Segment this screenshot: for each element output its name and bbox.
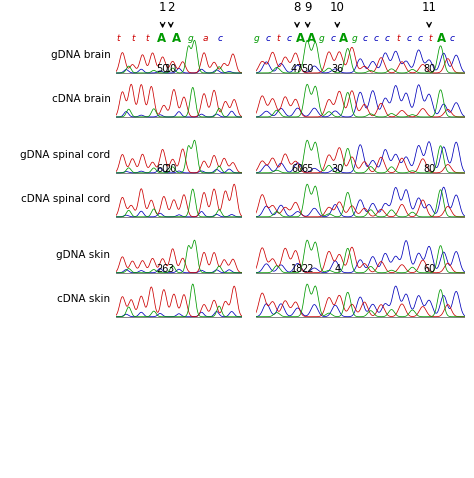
Text: c: c [330,34,335,43]
Text: cDNA skin: cDNA skin [57,294,110,304]
Text: cDNA spinal cord: cDNA spinal cord [21,194,110,204]
Text: cDNA brain: cDNA brain [52,94,110,104]
Text: 26: 26 [156,264,169,274]
Text: c: c [406,34,411,43]
Text: 20: 20 [164,164,177,174]
Text: c: c [363,34,368,43]
Text: t: t [146,34,149,43]
Text: c: c [287,34,292,43]
Text: 80: 80 [423,65,435,75]
Text: 60: 60 [291,164,303,174]
Text: 10: 10 [330,1,345,14]
Text: 80: 80 [423,164,435,174]
Text: t: t [131,34,135,43]
Text: g: g [319,34,325,43]
Text: t: t [277,34,280,43]
Text: 9: 9 [304,1,311,14]
Text: gDNA brain: gDNA brain [51,50,110,60]
Text: A: A [307,32,316,45]
Text: g: g [254,34,260,43]
Text: 10: 10 [164,65,177,75]
Text: 30: 30 [331,164,344,174]
Text: 11: 11 [421,1,437,14]
Text: 36: 36 [331,65,344,75]
Text: c: c [265,34,270,43]
Text: 3: 3 [168,264,174,274]
Text: 4: 4 [334,264,340,274]
Text: A: A [172,32,181,45]
Text: A: A [339,32,348,45]
Text: 2: 2 [167,1,174,14]
Text: a: a [202,34,208,43]
Text: 18: 18 [291,264,303,274]
Text: 8: 8 [293,1,301,14]
Text: c: c [384,34,390,43]
Text: gDNA skin: gDNA skin [56,250,110,260]
Text: c: c [450,34,455,43]
Text: gDNA spinal cord: gDNA spinal cord [20,150,110,160]
Text: g: g [188,34,193,43]
Text: t: t [396,34,400,43]
Text: 65: 65 [301,164,314,174]
Text: c: c [417,34,422,43]
Text: g: g [352,34,357,43]
Text: t: t [428,34,432,43]
Text: 22: 22 [301,264,314,274]
Text: c: c [374,34,379,43]
Text: A: A [296,32,305,45]
Text: c: c [217,34,222,43]
Text: t: t [117,34,120,43]
Text: 47: 47 [291,65,303,75]
Text: 50: 50 [301,65,314,75]
Text: 50: 50 [156,65,169,75]
Text: A: A [157,32,166,45]
Text: 1: 1 [159,1,166,14]
Text: 60: 60 [156,164,169,174]
Text: 60: 60 [423,264,435,274]
Text: A: A [437,32,446,45]
